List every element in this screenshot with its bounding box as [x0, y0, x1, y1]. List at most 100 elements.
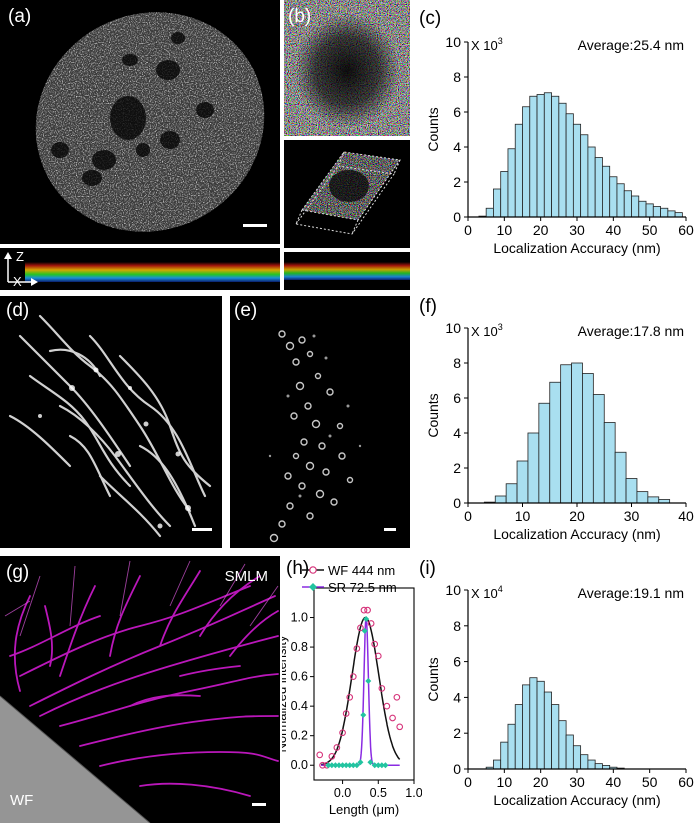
- data-point: [367, 620, 375, 627]
- x-axis-label: Localization Accuracy (nm): [493, 526, 660, 542]
- vesicle-image: [268, 330, 362, 543]
- histogram-bar: [638, 200, 647, 218]
- y-tick-label: 2: [453, 174, 461, 190]
- histogram-bar: [500, 741, 509, 770]
- x-axis-label: Localization Accuracy (nm): [493, 240, 660, 256]
- data-point: [371, 640, 379, 648]
- histogram-bar: [522, 684, 531, 770]
- smlm-tag: SMLM: [224, 568, 268, 585]
- histogram-bar: [580, 134, 589, 218]
- x-tick-label: 30: [569, 222, 585, 238]
- histogram-bar: [551, 704, 560, 770]
- histogram-bar: [514, 123, 523, 218]
- panel-b-image-top: (b): [284, 0, 410, 136]
- data-point: [396, 723, 404, 731]
- histogram-bar: [516, 460, 529, 504]
- histogram-bar: [538, 402, 551, 504]
- y-axis-label: Normalized intensity: [282, 635, 289, 753]
- histogram-bar: [549, 381, 562, 504]
- x-tick-label: 40: [606, 774, 622, 790]
- axis-multiplier-exponent: 3: [498, 36, 503, 46]
- histogram-bar: [614, 451, 627, 504]
- y-tick-label: 4: [453, 425, 461, 441]
- histogram-bar: [572, 745, 582, 770]
- x-tick-label: 20: [533, 774, 549, 790]
- y-tick-label: 0: [453, 761, 461, 777]
- histogram-bar: [514, 704, 523, 770]
- data-point: [339, 762, 346, 769]
- data-point: [378, 685, 386, 692]
- panel-g-label: (g): [6, 562, 30, 583]
- histogram-bar: [493, 188, 502, 218]
- histogram-bar: [594, 157, 603, 218]
- x-tick-label: 0.5: [370, 786, 387, 800]
- histogram-bar: [652, 206, 661, 218]
- x-tick-label: 10: [497, 222, 513, 238]
- x-tick-label: 1.0: [405, 786, 422, 800]
- x-tick-label: 10: [515, 508, 531, 524]
- histogram-bar: [560, 364, 572, 504]
- average-annotation: Average:19.1 nm: [578, 585, 684, 601]
- panel-d-image: (d): [0, 296, 222, 548]
- data-point: [357, 624, 364, 632]
- histogram-bar: [529, 95, 538, 218]
- x-tick-label: 0: [464, 774, 472, 790]
- axis-multiplier: X 103: [471, 36, 503, 53]
- y-tick-label: 6: [453, 654, 461, 670]
- histogram-bar: [543, 691, 552, 770]
- nucleus-image: [0, 0, 280, 244]
- data-point: [349, 673, 357, 680]
- average-annotation: Average:25.4 nm: [578, 37, 684, 53]
- data-point: [342, 710, 350, 717]
- plot-frame: [313, 587, 415, 781]
- y-tick-label: 0: [453, 209, 461, 225]
- panel-e-label: (e): [234, 300, 258, 321]
- wf-tag: WF: [10, 792, 34, 809]
- histogram-bar: [631, 195, 640, 218]
- panel-a-label: (a): [8, 6, 32, 27]
- xz-axis-arrows: [4, 252, 38, 286]
- histogram-bar: [551, 95, 560, 218]
- histogram-bar: [603, 422, 616, 504]
- x-tick-label: 0.0: [334, 786, 351, 800]
- legend-label: SR 72.5 nm: [328, 580, 397, 595]
- histogram-bar: [636, 491, 649, 504]
- axis-multiplier-exponent: 4: [498, 584, 503, 594]
- y-tick-label: 4: [453, 139, 461, 155]
- y-tick-label: 6: [453, 390, 461, 406]
- histogram-bar: [667, 210, 676, 218]
- color-depth-image: [284, 0, 410, 136]
- histogram-bar: [558, 720, 567, 770]
- histogram-bar: [571, 362, 583, 504]
- data-point: [346, 693, 354, 701]
- panel-label: (f): [419, 296, 437, 317]
- histogram-bar: [592, 394, 605, 504]
- histogram-bar: [587, 759, 596, 770]
- histogram-bar: [505, 483, 518, 504]
- histogram-bar: [494, 495, 507, 504]
- legend-marker: [309, 583, 317, 591]
- y-tick-label: 0.0: [291, 758, 308, 772]
- y-tick-label: 1.0: [291, 611, 308, 625]
- histogram-bar: [623, 190, 632, 218]
- histogram-bar: [507, 723, 516, 770]
- y-axis-label: Counts: [425, 107, 441, 151]
- average-annotation: Average:17.8 nm: [578, 323, 684, 339]
- y-tick-label: 2: [453, 725, 461, 741]
- legend-label: WF 444 nm: [328, 563, 395, 578]
- panel-d-label: (d): [6, 300, 30, 321]
- histogram-bar: [587, 146, 596, 218]
- data-point: [375, 762, 382, 769]
- xz-depth-gradient: [25, 262, 280, 282]
- histogram-bar: [609, 176, 618, 218]
- data-point: [357, 759, 364, 766]
- y-tick-label: 6: [453, 104, 461, 120]
- data-point: [367, 759, 374, 766]
- actin-smlm-wf-image: [0, 560, 279, 823]
- y-tick-label: 0: [453, 495, 461, 511]
- panel-g-image: (g) SMLM WF: [0, 556, 280, 823]
- y-tick-label: 0.8: [291, 640, 308, 654]
- x-tick-label: 0: [464, 222, 472, 238]
- panel-b-xz-strip: [284, 252, 410, 290]
- panel-a-xz-strip: Z X: [0, 248, 280, 290]
